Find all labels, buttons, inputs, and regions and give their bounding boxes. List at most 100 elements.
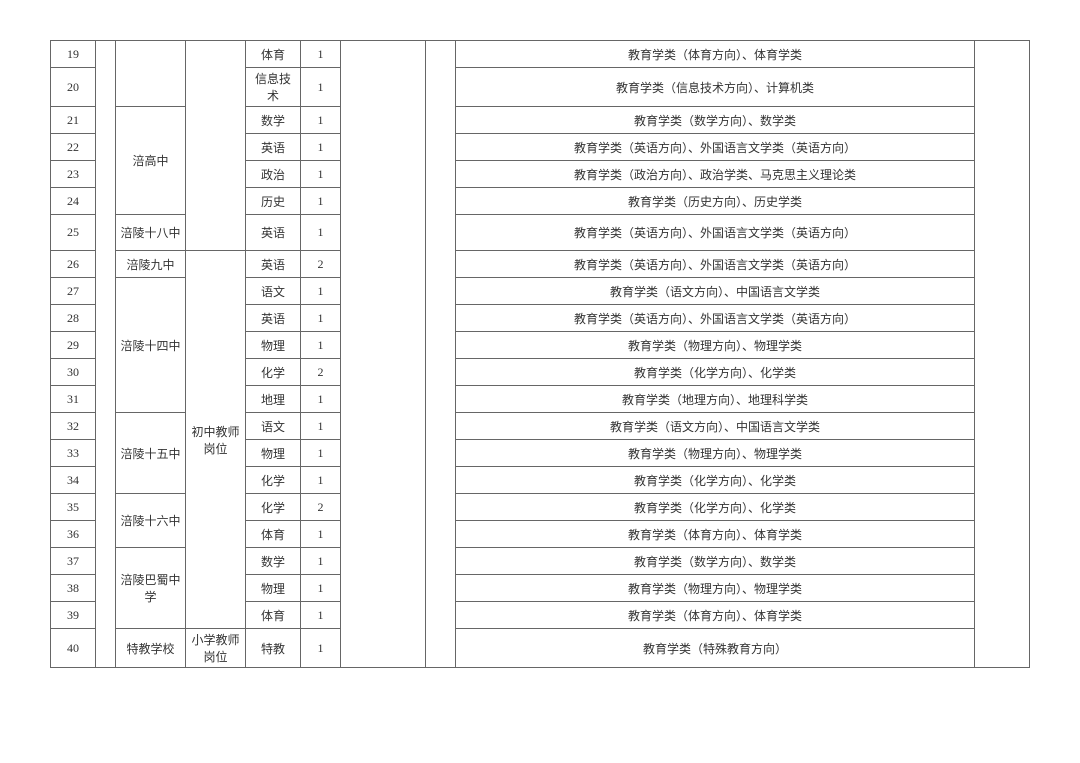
desc-cell: 教育学类（英语方向）、外国语言文学类（英语方向） bbox=[456, 215, 975, 251]
subject-cell: 特教 bbox=[246, 629, 301, 668]
row-number: 31 bbox=[51, 386, 96, 413]
subject-cell: 体育 bbox=[246, 521, 301, 548]
subject-cell: 数学 bbox=[246, 548, 301, 575]
school-cell: 特教学校 bbox=[116, 629, 186, 668]
row-number: 29 bbox=[51, 332, 96, 359]
row-number: 30 bbox=[51, 359, 96, 386]
row-number: 38 bbox=[51, 575, 96, 602]
subject-cell: 语文 bbox=[246, 413, 301, 440]
row-number: 32 bbox=[51, 413, 96, 440]
table-row: 19 体育 1 教育学类（体育方向）、体育学类 bbox=[51, 41, 1030, 68]
subject-cell: 物理 bbox=[246, 440, 301, 467]
desc-cell: 教育学类（政治方向）、政治学类、马克思主义理论类 bbox=[456, 161, 975, 188]
row-number: 25 bbox=[51, 215, 96, 251]
subject-cell: 英语 bbox=[246, 134, 301, 161]
count-cell: 1 bbox=[301, 440, 341, 467]
subject-cell: 化学 bbox=[246, 467, 301, 494]
subject-cell: 英语 bbox=[246, 305, 301, 332]
desc-cell: 教育学类（英语方向）、外国语言文学类（英语方向） bbox=[456, 251, 975, 278]
subject-cell: 地理 bbox=[246, 386, 301, 413]
school-cell: 涪高中 bbox=[116, 107, 186, 215]
row-number: 22 bbox=[51, 134, 96, 161]
blank-col-b bbox=[341, 41, 426, 668]
table-row: 40 特教学校 小学教师岗位 特教 1 教育学类（特殊教育方向） bbox=[51, 629, 1030, 668]
count-cell: 1 bbox=[301, 68, 341, 107]
count-cell: 1 bbox=[301, 188, 341, 215]
desc-cell: 教育学类（化学方向）、化学类 bbox=[456, 467, 975, 494]
count-cell: 1 bbox=[301, 41, 341, 68]
subject-cell: 语文 bbox=[246, 278, 301, 305]
school-cell: 涪陵巴蜀中学 bbox=[116, 548, 186, 629]
subject-cell: 信息技术 bbox=[246, 68, 301, 107]
blank-col-d bbox=[975, 41, 1030, 668]
row-number: 26 bbox=[51, 251, 96, 278]
count-cell: 1 bbox=[301, 467, 341, 494]
desc-cell: 教育学类（英语方向）、外国语言文学类（英语方向） bbox=[456, 305, 975, 332]
row-number: 20 bbox=[51, 68, 96, 107]
subject-cell: 体育 bbox=[246, 602, 301, 629]
desc-cell: 教育学类（数学方向）、数学类 bbox=[456, 548, 975, 575]
count-cell: 1 bbox=[301, 602, 341, 629]
row-number: 33 bbox=[51, 440, 96, 467]
row-number: 21 bbox=[51, 107, 96, 134]
row-number: 34 bbox=[51, 467, 96, 494]
desc-cell: 教育学类（物理方向）、物理学类 bbox=[456, 440, 975, 467]
desc-cell: 教育学类（体育方向）、体育学类 bbox=[456, 41, 975, 68]
count-cell: 1 bbox=[301, 521, 341, 548]
subject-cell: 物理 bbox=[246, 575, 301, 602]
school-cell: 涪陵十八中 bbox=[116, 215, 186, 251]
count-cell: 1 bbox=[301, 413, 341, 440]
row-number: 35 bbox=[51, 494, 96, 521]
subject-cell: 英语 bbox=[246, 251, 301, 278]
subject-cell: 化学 bbox=[246, 494, 301, 521]
school-cell: 涪陵十六中 bbox=[116, 494, 186, 548]
count-cell: 1 bbox=[301, 107, 341, 134]
subject-cell: 政治 bbox=[246, 161, 301, 188]
desc-cell: 教育学类（物理方向）、物理学类 bbox=[456, 332, 975, 359]
count-cell: 2 bbox=[301, 494, 341, 521]
school-cell: 涪陵十四中 bbox=[116, 278, 186, 413]
blank-col-a bbox=[96, 41, 116, 668]
position-cell: 小学教师岗位 bbox=[186, 629, 246, 668]
count-cell: 1 bbox=[301, 278, 341, 305]
position-cell bbox=[186, 41, 246, 251]
count-cell: 2 bbox=[301, 359, 341, 386]
count-cell: 1 bbox=[301, 161, 341, 188]
subject-cell: 物理 bbox=[246, 332, 301, 359]
subject-cell: 数学 bbox=[246, 107, 301, 134]
count-cell: 2 bbox=[301, 251, 341, 278]
school-cell: 涪陵十五中 bbox=[116, 413, 186, 494]
desc-cell: 教育学类（历史方向）、历史学类 bbox=[456, 188, 975, 215]
count-cell: 1 bbox=[301, 215, 341, 251]
desc-cell: 教育学类（物理方向）、物理学类 bbox=[456, 575, 975, 602]
count-cell: 1 bbox=[301, 305, 341, 332]
desc-cell: 教育学类（信息技术方向）、计算机类 bbox=[456, 68, 975, 107]
count-cell: 1 bbox=[301, 134, 341, 161]
count-cell: 1 bbox=[301, 548, 341, 575]
subject-cell: 体育 bbox=[246, 41, 301, 68]
blank-col-c bbox=[426, 41, 456, 668]
row-number: 40 bbox=[51, 629, 96, 668]
desc-cell: 教育学类（语文方向）、中国语言文学类 bbox=[456, 278, 975, 305]
desc-cell: 教育学类（语文方向）、中国语言文学类 bbox=[456, 413, 975, 440]
desc-cell: 教育学类（英语方向）、外国语言文学类（英语方向） bbox=[456, 134, 975, 161]
desc-cell: 教育学类（化学方向）、化学类 bbox=[456, 359, 975, 386]
row-number: 37 bbox=[51, 548, 96, 575]
position-cell: 初中教师岗位 bbox=[186, 251, 246, 629]
subject-cell: 英语 bbox=[246, 215, 301, 251]
row-number: 24 bbox=[51, 188, 96, 215]
desc-cell: 教育学类（体育方向）、体育学类 bbox=[456, 521, 975, 548]
table-row: 26 涪陵九中 初中教师岗位 英语 2 教育学类（英语方向）、外国语言文学类（英… bbox=[51, 251, 1030, 278]
desc-cell: 教育学类（特殊教育方向） bbox=[456, 629, 975, 668]
desc-cell: 教育学类（化学方向）、化学类 bbox=[456, 494, 975, 521]
subject-cell: 历史 bbox=[246, 188, 301, 215]
recruitment-table: 19 体育 1 教育学类（体育方向）、体育学类 20 信息技术 1 教育学类（信… bbox=[50, 40, 1030, 668]
row-number: 28 bbox=[51, 305, 96, 332]
school-cell: 涪陵九中 bbox=[116, 251, 186, 278]
row-number: 23 bbox=[51, 161, 96, 188]
count-cell: 1 bbox=[301, 332, 341, 359]
desc-cell: 教育学类（数学方向）、数学类 bbox=[456, 107, 975, 134]
row-number: 27 bbox=[51, 278, 96, 305]
desc-cell: 教育学类（体育方向）、体育学类 bbox=[456, 602, 975, 629]
count-cell: 1 bbox=[301, 629, 341, 668]
